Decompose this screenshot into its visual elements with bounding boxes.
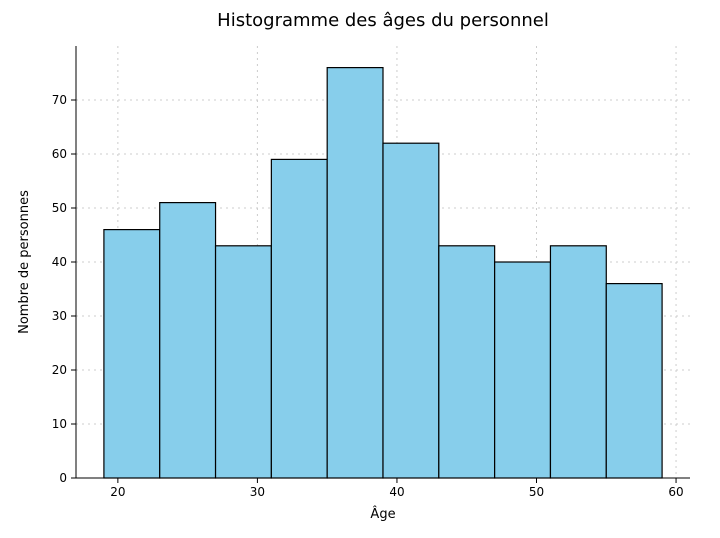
x-axis-label: Âge (370, 506, 395, 522)
y-tick-label: 70 (52, 93, 67, 107)
y-axis-label: Nombre de personnes (17, 190, 32, 334)
histogram-chart: 20 30 40 50 60 0 10 20 30 40 50 60 70 Histogramme des… (0, 0, 720, 538)
histogram-bar (495, 262, 551, 478)
histogram-bar (550, 246, 606, 478)
y-tick-label: 50 (52, 201, 67, 215)
histogram-bar (606, 284, 662, 478)
x-tick-label: 20 (110, 485, 125, 499)
y-tick-label: 10 (52, 417, 67, 431)
y-tick-label: 0 (59, 471, 67, 485)
y-tick-label: 60 (52, 147, 67, 161)
y-tick-label: 40 (52, 255, 67, 269)
histogram-bar (439, 246, 495, 478)
histogram-bar (216, 246, 272, 478)
chart-title: Histogramme des âges du personnel (217, 10, 549, 31)
histogram-bar (160, 203, 216, 478)
histogram-bar (104, 230, 160, 478)
histogram-bar (271, 159, 327, 478)
x-tick-label: 40 (389, 485, 404, 499)
y-tick-label: 30 (52, 309, 67, 323)
histogram-bar (383, 143, 439, 478)
x-tick-label: 60 (668, 485, 683, 499)
histogram-bar (327, 68, 383, 478)
chart-svg: 20 30 40 50 60 0 10 20 30 40 50 60 70 Histogramme des… (0, 0, 720, 538)
x-tick-label: 30 (250, 485, 265, 499)
y-tick-label: 20 (52, 363, 67, 377)
x-tick-label: 50 (529, 485, 544, 499)
